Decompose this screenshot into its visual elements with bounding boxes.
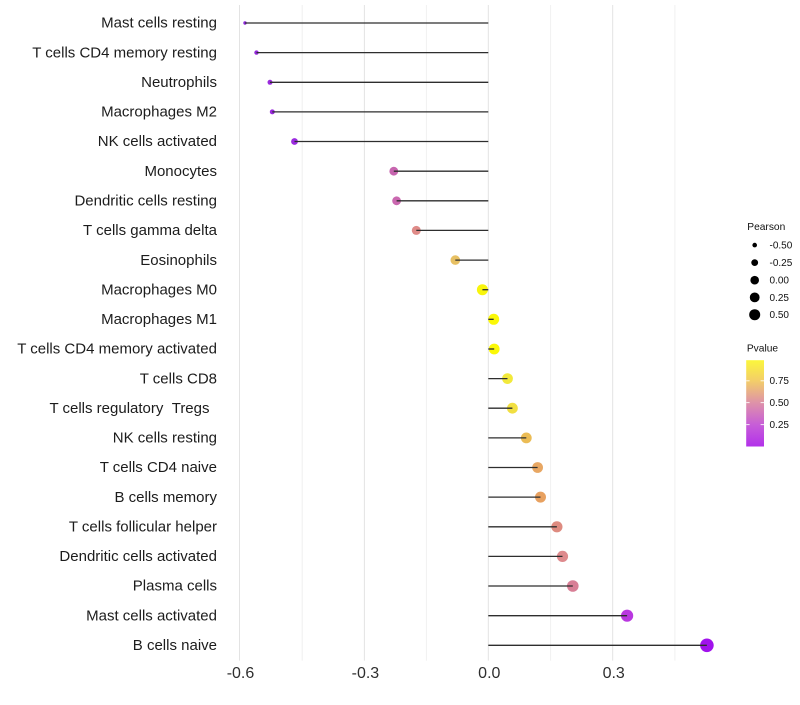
svg-text:0.50: 0.50 (770, 398, 790, 409)
svg-text:0.00: 0.00 (770, 276, 790, 287)
svg-text:-0.6: -0.6 (227, 665, 255, 682)
svg-text:Mast cells activated: Mast cells activated (86, 607, 217, 624)
svg-text:T cells CD8: T cells CD8 (140, 370, 217, 387)
svg-text:Monocytes: Monocytes (144, 163, 217, 180)
svg-text:Dendritic cells activated: Dendritic cells activated (59, 548, 217, 565)
svg-text:Eosinophils: Eosinophils (140, 252, 217, 269)
svg-text:Dendritic cells resting: Dendritic cells resting (74, 193, 217, 210)
svg-text:0.25: 0.25 (770, 293, 790, 304)
svg-text:Macrophages M1: Macrophages M1 (101, 311, 217, 328)
svg-text:Macrophages M0: Macrophages M0 (101, 281, 217, 298)
svg-text:Pvalue: Pvalue (747, 343, 778, 354)
svg-text:0.75: 0.75 (770, 376, 790, 387)
svg-text:0.50: 0.50 (770, 310, 790, 321)
svg-text:Pearson: Pearson (747, 222, 785, 233)
svg-text:NK cells activated: NK cells activated (98, 133, 217, 150)
svg-text:-0.3: -0.3 (352, 665, 380, 682)
svg-text:Mast cells resting: Mast cells resting (101, 15, 217, 32)
svg-text:B cells naive: B cells naive (133, 637, 217, 654)
svg-text:NK cells resting: NK cells resting (113, 430, 217, 447)
svg-text:0.3: 0.3 (603, 665, 625, 682)
svg-text:T cells CD4 memory activated: T cells CD4 memory activated (17, 341, 217, 358)
svg-text:T cells regulatory Tregs: T cells regulatory Tregs (49, 400, 209, 417)
svg-text:Neutrophils: Neutrophils (141, 74, 217, 91)
svg-text:T cells CD4 naive: T cells CD4 naive (100, 459, 217, 476)
svg-text:B cells memory: B cells memory (114, 489, 217, 506)
svg-text:Macrophages M2: Macrophages M2 (101, 104, 217, 121)
svg-text:Plasma cells: Plasma cells (133, 578, 217, 595)
svg-text:T cells follicular helper: T cells follicular helper (69, 519, 217, 536)
svg-text:-0.50: -0.50 (770, 241, 793, 252)
svg-text:-0.25: -0.25 (770, 258, 793, 269)
svg-text:T cells gamma delta: T cells gamma delta (83, 222, 218, 239)
svg-text:T cells CD4 memory resting: T cells CD4 memory resting (32, 44, 217, 61)
svg-text:0.25: 0.25 (770, 420, 790, 431)
svg-text:0.0: 0.0 (478, 665, 500, 682)
